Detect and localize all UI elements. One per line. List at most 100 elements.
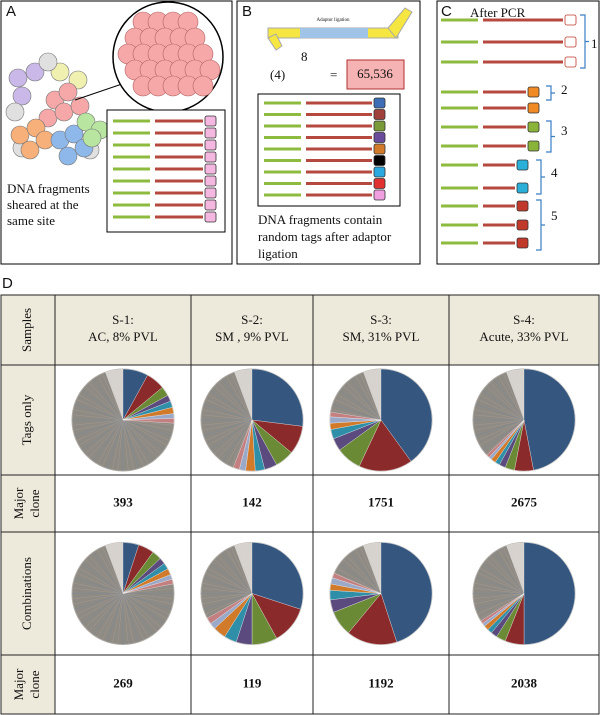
pie-hatch [122,593,173,605]
pie-hatch [117,419,124,471]
group-number: 4 [551,165,558,180]
tag [373,166,386,178]
table-cell [54,474,192,533]
pie-slice [251,368,304,427]
column-header: S-3: [370,312,392,327]
pie-hatch [503,373,525,421]
pie-hatch [122,419,165,451]
pie-hatch [122,593,165,624]
adaptor-label: Adaptor ligation [317,18,350,23]
pie-hatch [81,563,124,594]
pie-hatch [122,593,168,620]
pie-slice [523,542,576,645]
tag [204,199,217,211]
cell [10,125,30,145]
cell [58,82,78,102]
pie-hatch [74,593,124,610]
tag [527,86,540,98]
pie-hatch [122,419,162,455]
panel-label: C [441,3,452,20]
pie-hatch [205,572,253,594]
pie-hatch [489,555,525,594]
pie-hatch [78,394,124,421]
column-header: S-1: [112,312,134,327]
pie-hatch [97,593,124,638]
pie-hatch [493,552,525,594]
pie-hatch [122,593,144,641]
caption: random tags after adaptor [258,229,392,244]
pie-hatch [122,419,168,446]
pie-hatch [73,409,124,421]
cell [20,140,40,160]
group-number: 3 [561,123,568,138]
pie-hatch [97,419,124,465]
cell [68,70,88,90]
pie-hatch [201,414,253,421]
pie-hatch [334,399,382,421]
tag [373,109,386,120]
group-number: 1 [591,36,598,51]
tag [516,200,529,212]
zoom-line [74,81,129,101]
pie-chart [71,542,175,645]
table-cell [0,294,56,366]
pie-hatch [207,567,253,594]
pie-hatch [221,552,253,594]
panel-border [436,0,600,265]
pie-hatch [482,419,525,451]
pie-hatch [346,555,382,594]
caption: DNA fragments contain [258,212,383,227]
pie-hatch [226,419,253,465]
tag [516,237,529,249]
pie-hatch [477,419,525,441]
tag [373,178,386,189]
pie-slice [359,419,412,472]
pie-hatch [473,414,525,421]
pie-hatch [92,552,124,594]
pie-hatch [213,559,253,594]
pie-hatch [122,593,139,643]
pie-hatch [474,419,525,431]
pie-hatch [122,419,172,436]
pie-hatch [213,419,253,455]
pie-hatch [332,404,382,421]
pie-hatch [122,587,174,594]
pie-slice [332,573,382,594]
pie-hatch [346,381,382,421]
pie-hatch [210,389,253,421]
pie-hatch [81,593,124,624]
pie-hatch [122,593,162,628]
table-cell [54,294,192,366]
pie-hatch [355,549,382,594]
pie-hatch [477,399,525,421]
pie-hatch [202,593,253,605]
table-cell [448,294,600,366]
major-clone-count: 393 [113,494,133,509]
pie-hatch [475,577,525,594]
pie-hatch [485,385,525,421]
group-number: 2 [561,82,568,97]
bracket [536,159,545,195]
caption: sheared at the [7,197,79,212]
pie-slice [348,593,397,645]
pie-hatch [122,593,172,610]
adaptor-arm [387,7,413,39]
pie-hatch [217,419,253,459]
row-header: Samples [19,308,34,352]
column-header: S-2: [241,312,263,327]
pie-hatch [226,375,253,421]
pie-chart [200,542,304,645]
pie-light-wedge [363,542,381,594]
pie-hatch [102,373,124,421]
row-header: clone [27,489,42,517]
pie-hatch [226,549,253,594]
pie-hatch [112,419,124,470]
table-cell [312,474,450,533]
pie-hatch [201,419,253,426]
cell [38,52,58,72]
pie-hatch [122,593,158,632]
table-cell [312,294,450,366]
caption: same site [7,213,55,228]
pie-hatch [73,582,124,594]
